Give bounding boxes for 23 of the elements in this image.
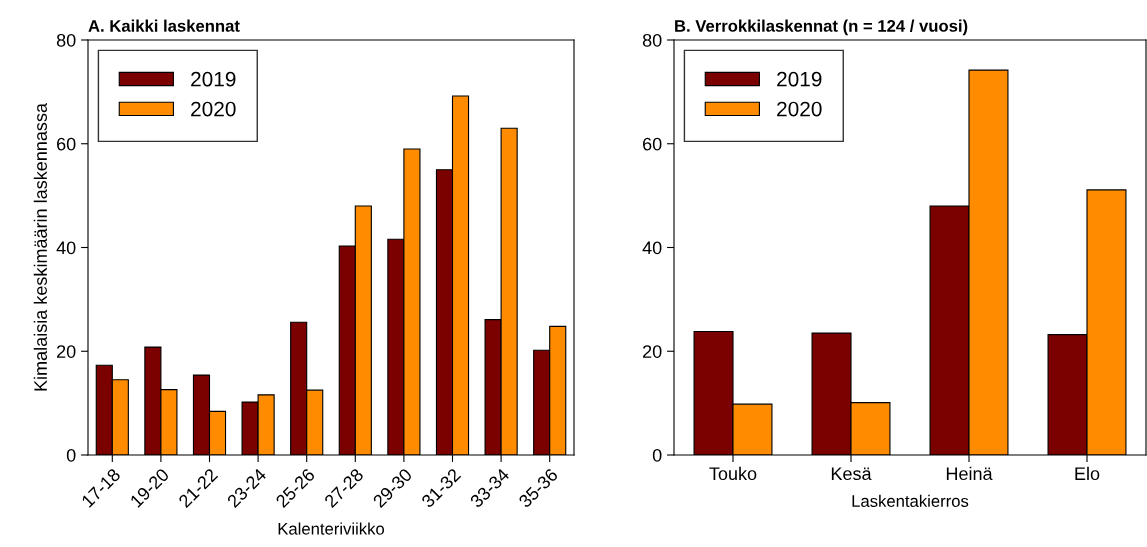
- chart-title: B. Verrokkilaskennat (n = 124 / vuosi): [675, 19, 968, 36]
- y-tick-label: 40: [56, 241, 76, 255]
- y-tick-label: 20: [643, 345, 662, 358]
- y-tick-label: 0: [652, 448, 662, 462]
- y-tick-label: 60: [643, 137, 662, 151]
- legend-label: 2020: [191, 101, 236, 117]
- y-tick-label: 20: [57, 345, 76, 358]
- x-axis-title: Laskentakierros: [852, 494, 969, 507]
- y-tick-label: 60: [57, 137, 76, 151]
- legend-label: 2019: [191, 71, 236, 87]
- y-axis-title: Kimalaisia keskimäärin laskennassa: [33, 102, 47, 391]
- y-tick-label: 0: [66, 448, 76, 462]
- y-tick-label: 80: [642, 33, 662, 47]
- legend-label: 2019: [777, 71, 822, 87]
- x-tick-label: Kesä: [831, 467, 872, 481]
- legend-label: 2020: [777, 101, 822, 117]
- y-tick-label: 80: [56, 33, 76, 47]
- x-tick-label: Elo: [1075, 466, 1100, 481]
- x-tick-label: Touko: [709, 466, 757, 481]
- chart-title: A. Kaikki laskennat: [88, 19, 240, 32]
- y-tick-label: 40: [642, 241, 662, 255]
- x-axis-title: Kalenteriviikko: [278, 522, 385, 535]
- x-tick-label: Heinä: [946, 466, 993, 481]
